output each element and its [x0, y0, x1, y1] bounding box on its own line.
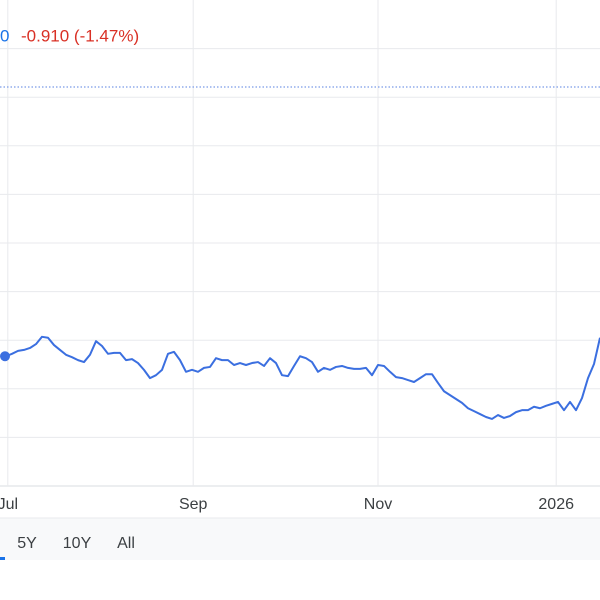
plot: [0, 86, 600, 420]
range-bar: [0, 518, 600, 560]
x-tick-label: Nov: [364, 496, 392, 513]
range-button[interactable]: 10Y: [63, 535, 92, 552]
range-button[interactable]: All: [117, 535, 135, 552]
x-tick-label: Jul: [0, 496, 18, 513]
range-buttons: 5Y 10Y All: [17, 535, 135, 552]
x-tick-label: Sep: [179, 496, 208, 513]
price-change: -0.910 (-1.47%): [21, 26, 139, 45]
price-line: [5, 335, 600, 420]
start-point: [0, 351, 10, 362]
x-tick-label: 2026: [538, 496, 574, 513]
price-fragment: 0: [0, 26, 9, 45]
grid: Jul Sep Nov 2026: [0, 0, 600, 513]
selected-range-indicator: [0, 557, 5, 560]
range-button[interactable]: 5Y: [17, 535, 37, 552]
